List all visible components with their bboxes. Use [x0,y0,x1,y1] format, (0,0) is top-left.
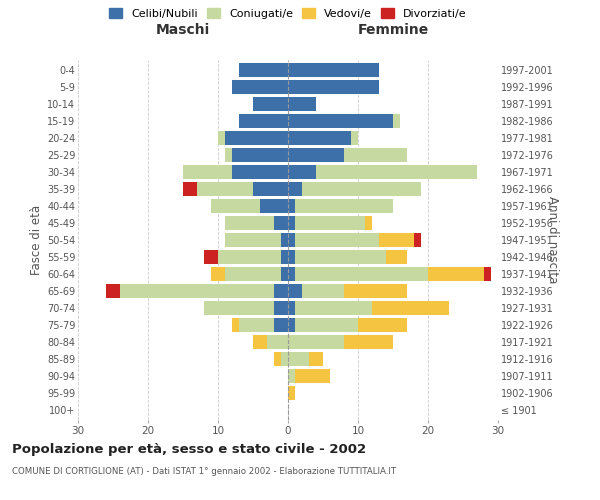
Bar [218,132,225,145]
Bar [225,233,281,247]
Bar [288,284,302,298]
Bar [281,352,288,366]
Bar [288,64,379,77]
Bar [309,352,323,366]
Legend: Celibi/Nubili, Coniugati/e, Vedovi/e, Divorziati/e: Celibi/Nubili, Coniugati/e, Vedovi/e, Di… [109,8,467,19]
Bar [288,98,316,111]
Bar [288,80,379,94]
Bar [358,318,407,332]
Bar [204,250,218,264]
Bar [225,267,281,281]
Bar [211,267,225,281]
Bar [288,166,316,179]
Bar [288,114,393,128]
Text: Maschi: Maschi [156,24,210,38]
Bar [288,199,295,213]
Bar [232,80,288,94]
Bar [295,250,386,264]
Bar [239,114,288,128]
Bar [253,182,288,196]
Text: Popolazione per età, sesso e stato civile - 2002: Popolazione per età, sesso e stato civil… [12,442,366,456]
Bar [288,352,309,366]
Bar [365,216,372,230]
Bar [295,267,428,281]
Bar [281,233,288,247]
Bar [344,335,393,348]
Bar [288,267,295,281]
Bar [274,318,288,332]
Bar [288,250,295,264]
Bar [239,318,274,332]
Bar [211,199,260,213]
Bar [120,284,274,298]
Bar [218,250,281,264]
Bar [295,318,358,332]
Bar [106,284,120,298]
Bar [386,250,407,264]
Bar [225,148,232,162]
Bar [288,318,295,332]
Bar [344,284,407,298]
Bar [302,284,344,298]
Bar [288,301,295,314]
Bar [281,267,288,281]
Bar [253,98,288,111]
Text: Femmine: Femmine [358,24,428,38]
Bar [274,301,288,314]
Bar [232,148,288,162]
Bar [225,216,274,230]
Text: COMUNE DI CORTIGLIONE (AT) - Dati ISTAT 1° gennaio 2002 - Elaborazione TUTTITALI: COMUNE DI CORTIGLIONE (AT) - Dati ISTAT … [12,468,396,476]
Bar [288,335,344,348]
Bar [295,199,393,213]
Bar [225,132,288,145]
Bar [232,318,239,332]
Bar [274,352,281,366]
Bar [288,369,295,382]
Bar [414,233,421,247]
Bar [183,166,232,179]
Bar [274,216,288,230]
Y-axis label: Anni di nascita: Anni di nascita [546,196,559,284]
Bar [484,267,491,281]
Bar [295,301,372,314]
Bar [351,132,358,145]
Bar [393,114,400,128]
Bar [197,182,253,196]
Bar [274,284,288,298]
Bar [344,148,407,162]
Bar [232,166,288,179]
Bar [302,182,421,196]
Bar [295,369,330,382]
Bar [288,386,295,400]
Bar [253,335,267,348]
Bar [281,250,288,264]
Y-axis label: Fasce di età: Fasce di età [29,205,43,275]
Bar [372,301,449,314]
Bar [288,216,295,230]
Bar [288,182,302,196]
Bar [295,216,365,230]
Bar [204,301,274,314]
Bar [379,233,414,247]
Bar [316,166,477,179]
Bar [288,233,295,247]
Bar [428,267,484,281]
Bar [295,233,379,247]
Bar [239,64,288,77]
Bar [260,199,288,213]
Bar [288,132,351,145]
Bar [288,148,344,162]
Bar [267,335,288,348]
Bar [183,182,197,196]
